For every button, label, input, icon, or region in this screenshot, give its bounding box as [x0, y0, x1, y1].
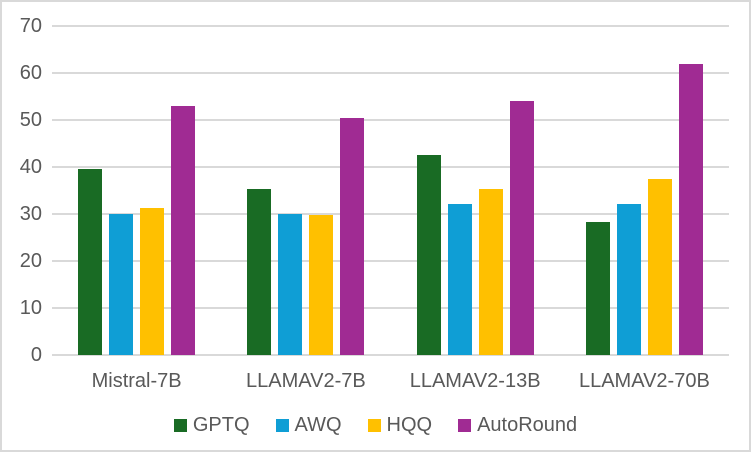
legend-label-gptq: GPTQ	[192, 414, 250, 436]
bar-hqq-llamav2-70b	[647, 178, 672, 355]
x-axis-label-llamav2-7b: LLAMAV2-7B	[246, 370, 366, 392]
gridline-40	[52, 166, 729, 168]
bar-hqq-llamav2-7b	[309, 214, 334, 355]
gridline-70	[52, 25, 729, 27]
bar-hqq-llamav2-13b	[478, 189, 503, 355]
gridline-20	[52, 260, 729, 262]
y-tick-label-0: 0	[30, 344, 42, 366]
legend-label-autoround: AutoRound	[477, 414, 578, 436]
gridline-0	[52, 354, 729, 356]
bar-gptq-llamav2-7b	[247, 189, 272, 355]
gridline-10	[52, 307, 729, 309]
legend-item-hqq: HQQ	[367, 414, 433, 436]
gridline-60	[52, 72, 729, 74]
bar-hqq-mistral-7b	[140, 208, 165, 355]
y-tick-label-70: 70	[19, 15, 42, 37]
legend-swatch-autoround	[458, 418, 472, 432]
legend-swatch-awq	[275, 418, 289, 432]
y-tick-label-60: 60	[19, 62, 42, 84]
gridline-50	[52, 119, 729, 121]
legend-swatch-hqq	[367, 418, 381, 432]
bar-awq-llamav2-7b	[278, 214, 303, 355]
bar-awq-llamav2-13b	[447, 204, 472, 355]
legend-label-awq: AWQ	[294, 414, 342, 436]
bar-autoround-mistral-7b	[171, 106, 196, 355]
y-tick-label-40: 40	[19, 156, 42, 178]
bar-awq-mistral-7b	[109, 213, 134, 355]
legend-item-autoround: AutoRound	[458, 414, 577, 436]
legend-item-awq: AWQ	[275, 414, 342, 436]
bar-autoround-llamav2-70b	[678, 64, 703, 355]
x-axis-label-llamav2-13b: LLAMAV2-13B	[409, 370, 541, 392]
gridline-30	[52, 213, 729, 215]
bar-awq-llamav2-70b	[616, 203, 641, 355]
bar-gptq-llamav2-13b	[416, 155, 441, 355]
legend-label-hqq: HQQ	[386, 414, 433, 436]
x-axis-label-mistral-7b: Mistral-7B	[91, 370, 182, 392]
x-axis-label-llamav2-70b: LLAMAV2-70B	[578, 370, 710, 392]
bar-autoround-llamav2-13b	[509, 100, 534, 355]
y-tick-label-30: 30	[19, 203, 42, 225]
bar-gptq-llamav2-70b	[585, 221, 610, 355]
bar-gptq-mistral-7b	[78, 169, 103, 355]
y-tick-label-10: 10	[19, 297, 42, 319]
chart-legend: GPTQ AWQ HQQ AutoRound	[2, 411, 749, 439]
legend-swatch-gptq	[173, 418, 187, 432]
y-tick-label-50: 50	[19, 109, 42, 131]
bar-autoround-llamav2-7b	[340, 118, 365, 355]
legend-item-gptq: GPTQ	[173, 414, 250, 436]
y-tick-label-20: 20	[19, 250, 42, 272]
